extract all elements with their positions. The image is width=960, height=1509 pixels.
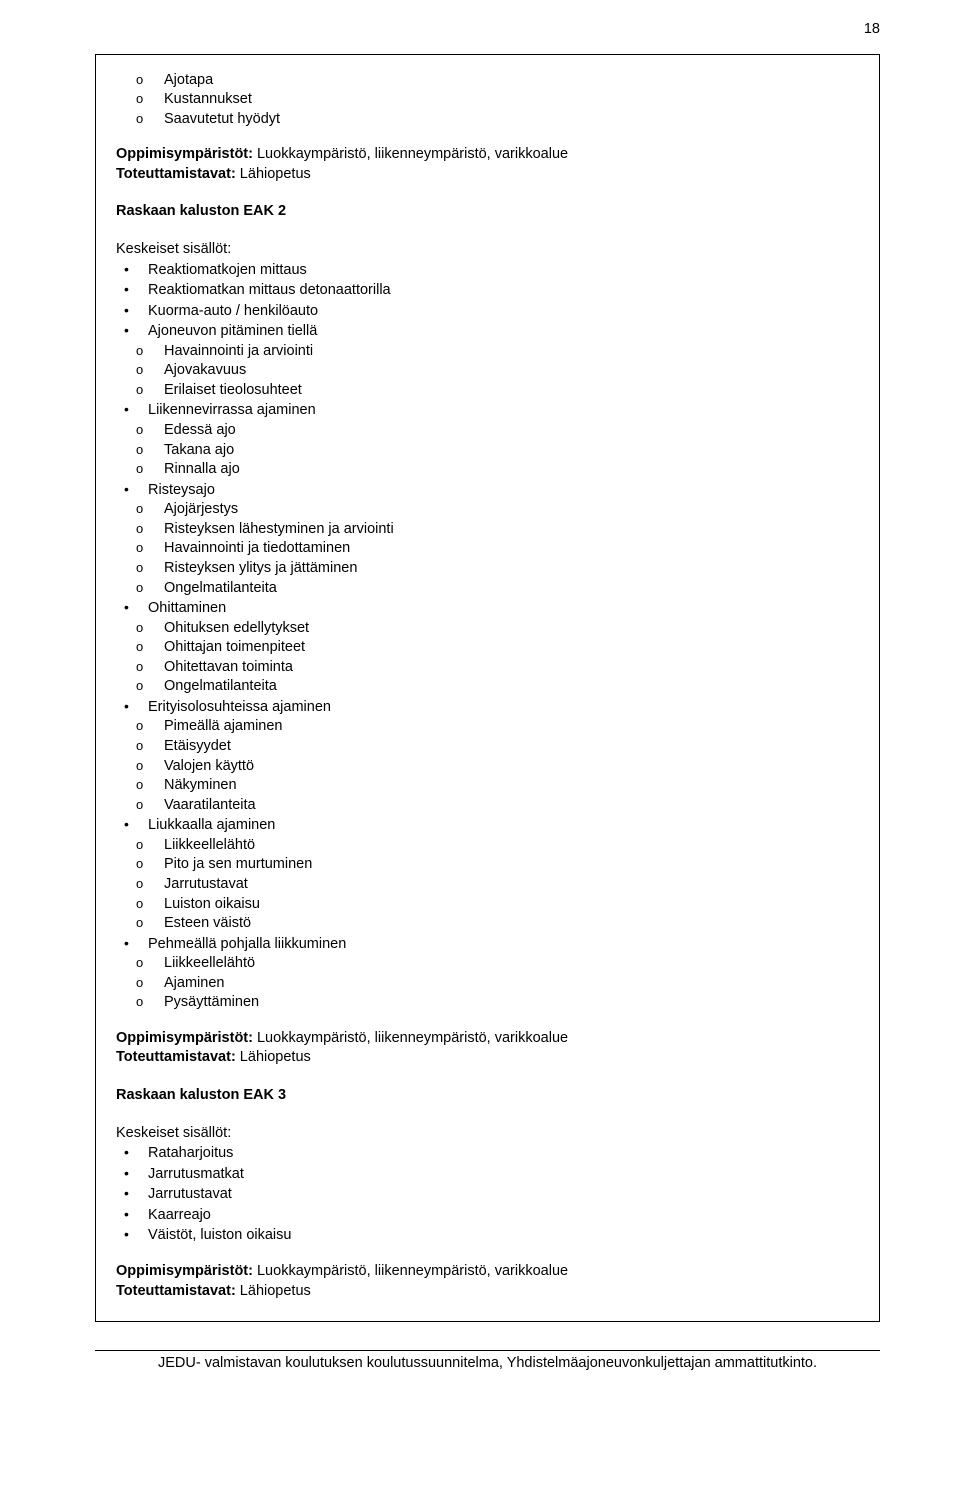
implementation-line: Toteuttamistavat: Lähiopetus (116, 165, 859, 185)
list-item: Jarrutustavat (148, 1184, 859, 1205)
list-item: Ajojärjestys (164, 500, 859, 520)
list-item: Vaaratilanteita (164, 796, 859, 816)
eak2-list: Liukkaalla ajaminen (116, 815, 859, 836)
list-item: Pysäyttäminen (164, 993, 859, 1013)
page: 18 Ajotapa Kustannukset Saavutetut hyödy… (0, 0, 960, 1404)
environments-line: Oppimisympäristöt: Luokkaympäristö, liik… (116, 1029, 859, 1049)
list-item: Reaktiomatkan mittaus detonaattorilla (148, 280, 859, 301)
environments-line: Oppimisympäristöt: Luokkaympäristö, liik… (116, 1262, 859, 1282)
impl-value: Lähiopetus (236, 166, 311, 182)
env-label: Oppimisympäristöt: (116, 1263, 253, 1279)
list-item: Näkyminen (164, 776, 859, 796)
list-item: Ajaminen (164, 974, 859, 994)
sub-list: Ajojärjestys Risteyksen lähestyminen ja … (116, 500, 859, 598)
list-item: Ongelmatilanteita (164, 579, 859, 599)
eak2-list: Liikennevirrassa ajaminen (116, 400, 859, 421)
environments-line: Oppimisympäristöt: Luokkaympäristö, liik… (116, 145, 859, 165)
content-box: Ajotapa Kustannukset Saavutetut hyödyt O… (95, 54, 880, 1323)
sub-list: Liikkeellelähtö Pito ja sen murtuminen J… (116, 836, 859, 934)
eak3-title: Raskaan kaluston EAK 3 (116, 1086, 859, 1106)
top-sub-list: Ajotapa Kustannukset Saavutetut hyödyt (116, 71, 859, 130)
list-item: Jarrutustavat (164, 875, 859, 895)
list-item: Ongelmatilanteita (164, 677, 859, 697)
list-item: Ajoneuvon pitäminen tiellä (148, 321, 859, 342)
list-item: Risteyksen ylitys ja jättäminen (164, 559, 859, 579)
list-item: Ohittajan toimenpiteet (164, 638, 859, 658)
sub-list: Edessä ajo Takana ajo Rinnalla ajo (116, 421, 859, 480)
env-value: Luokkaympäristö, liikenneympäristö, vari… (253, 146, 568, 162)
list-item: Liikkeellelähtö (164, 836, 859, 856)
list-item: Erilaiset tieolosuhteet (164, 381, 859, 401)
list-item: Risteyksen lähestyminen ja arviointi (164, 520, 859, 540)
env-value: Luokkaympäristö, liikenneympäristö, vari… (253, 1263, 568, 1279)
footer: JEDU- valmistavan koulutuksen koulutussu… (95, 1350, 880, 1374)
list-item: Havainnointi ja arviointi (164, 342, 859, 362)
list-item: Ohituksen edellytykset (164, 619, 859, 639)
list-item: Kustannukset (164, 90, 859, 110)
list-item: Pimeällä ajaminen (164, 717, 859, 737)
eak2-list: Reaktiomatkojen mittaus Reaktiomatkan mi… (116, 260, 859, 342)
list-item: Erityisolosuhteissa ajaminen (148, 697, 859, 718)
list-item: Pito ja sen murtuminen (164, 855, 859, 875)
list-item: Ajotapa (164, 71, 859, 91)
list-item: Liikennevirrassa ajaminen (148, 400, 859, 421)
list-item: Pehmeällä pohjalla liikkuminen (148, 934, 859, 955)
eak2-list: Risteysajo (116, 480, 859, 501)
list-item: Rinnalla ajo (164, 460, 859, 480)
list-item: Esteen väistö (164, 914, 859, 934)
page-number: 18 (95, 20, 880, 40)
list-item: Jarrutusmatkat (148, 1164, 859, 1185)
eak3-list: Rataharjoitus Jarrutusmatkat Jarrutustav… (116, 1143, 859, 1246)
sub-list: Havainnointi ja arviointi Ajovakavuus Er… (116, 342, 859, 401)
list-item: Kuorma-auto / henkilöauto (148, 301, 859, 322)
list-item: Rataharjoitus (148, 1143, 859, 1164)
key-content-label: Keskeiset sisällöt: (116, 240, 859, 260)
sub-list: Liikkeellelähtö Ajaminen Pysäyttäminen (116, 954, 859, 1013)
env-value: Luokkaympäristö, liikenneympäristö, vari… (253, 1030, 568, 1046)
eak2-title: Raskaan kaluston EAK 2 (116, 202, 859, 222)
sub-list: Pimeällä ajaminen Etäisyydet Valojen käy… (116, 717, 859, 815)
key-content-label: Keskeiset sisällöt: (116, 1124, 859, 1144)
eak2-list: Ohittaminen (116, 598, 859, 619)
eak2-list: Pehmeällä pohjalla liikkuminen (116, 934, 859, 955)
impl-label: Toteuttamistavat: (116, 166, 236, 182)
list-item: Risteysajo (148, 480, 859, 501)
sub-list: Ohituksen edellytykset Ohittajan toimenp… (116, 619, 859, 697)
list-item: Havainnointi ja tiedottaminen (164, 539, 859, 559)
impl-label: Toteuttamistavat: (116, 1049, 236, 1065)
list-item: Väistöt, luiston oikaisu (148, 1225, 859, 1246)
list-item: Ohittaminen (148, 598, 859, 619)
list-item: Ajovakavuus (164, 361, 859, 381)
impl-value: Lähiopetus (236, 1049, 311, 1065)
list-item: Edessä ajo (164, 421, 859, 441)
eak2-list: Erityisolosuhteissa ajaminen (116, 697, 859, 718)
list-item: Liikkeellelähtö (164, 954, 859, 974)
implementation-line: Toteuttamistavat: Lähiopetus (116, 1048, 859, 1068)
list-item: Takana ajo (164, 441, 859, 461)
list-item: Ohitettavan toiminta (164, 658, 859, 678)
list-item: Valojen käyttö (164, 757, 859, 777)
footer-text: JEDU- valmistavan koulutuksen koulutussu… (158, 1355, 817, 1371)
list-item: Luiston oikaisu (164, 895, 859, 915)
env-label: Oppimisympäristöt: (116, 1030, 253, 1046)
implementation-line: Toteuttamistavat: Lähiopetus (116, 1282, 859, 1302)
list-item: Reaktiomatkojen mittaus (148, 260, 859, 281)
list-item: Etäisyydet (164, 737, 859, 757)
list-item: Saavutetut hyödyt (164, 110, 859, 130)
footer-divider (95, 1350, 880, 1351)
list-item: Liukkaalla ajaminen (148, 815, 859, 836)
list-item: Kaarreajo (148, 1205, 859, 1226)
impl-label: Toteuttamistavat: (116, 1283, 236, 1299)
impl-value: Lähiopetus (236, 1283, 311, 1299)
env-label: Oppimisympäristöt: (116, 146, 253, 162)
